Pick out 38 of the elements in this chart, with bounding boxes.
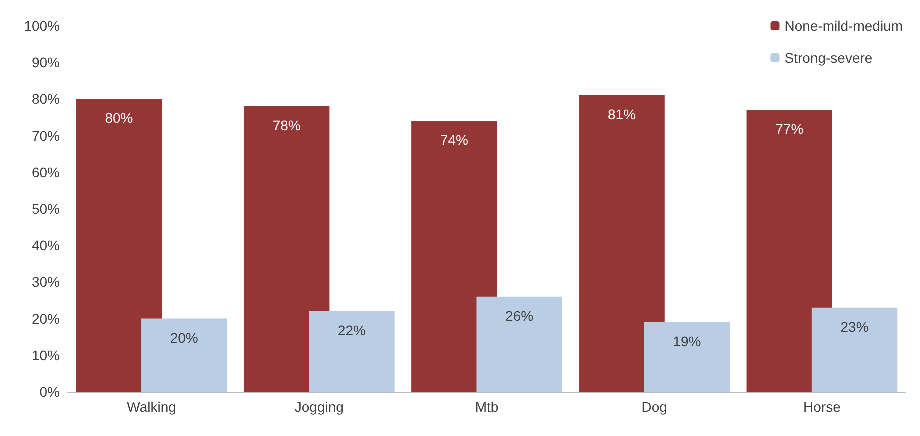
bar — [579, 96, 665, 392]
x-tick-label: Dog — [642, 399, 668, 415]
bar — [812, 308, 898, 392]
bar — [476, 296, 562, 392]
data-label: 19% — [673, 333, 702, 350]
bar — [76, 99, 162, 392]
y-tick-label: 50% — [32, 201, 60, 217]
y-tick-label: 0% — [40, 384, 60, 400]
bar — [412, 121, 498, 392]
bar — [309, 311, 395, 392]
data-label: 23% — [840, 318, 869, 335]
data-label: 20% — [170, 330, 198, 346]
x-tick-label: Horse — [804, 399, 842, 415]
y-tick-label: 80% — [32, 91, 60, 108]
y-tick-label: 60% — [32, 164, 60, 180]
x-tick-label: Jogging — [294, 399, 344, 415]
legend-label: Strong-severe — [784, 50, 873, 66]
legend-label: None-mild-medium — [784, 18, 904, 34]
y-tick-label: 20% — [32, 310, 60, 327]
y-tick-label: 40% — [32, 238, 60, 254]
y-tick-label: 100% — [24, 18, 60, 34]
x-tick-label: Walking — [127, 399, 176, 415]
bar — [746, 110, 832, 392]
data-label: 22% — [338, 322, 366, 338]
y-tick-label: 70% — [32, 128, 60, 144]
data-label: 78% — [272, 118, 301, 134]
x-tick-label: Mtb — [475, 399, 499, 415]
data-label: 77% — [776, 121, 804, 138]
bar — [644, 322, 730, 392]
y-tick-label: 90% — [32, 54, 60, 71]
data-label: 81% — [608, 106, 636, 123]
bar — [142, 318, 228, 392]
y-tick-label: 10% — [32, 347, 60, 364]
y-tick-label: 30% — [32, 274, 60, 290]
data-label: 74% — [440, 132, 468, 148]
bar — [244, 106, 330, 392]
data-label: 26% — [506, 308, 534, 324]
data-label: 80% — [105, 110, 134, 126]
